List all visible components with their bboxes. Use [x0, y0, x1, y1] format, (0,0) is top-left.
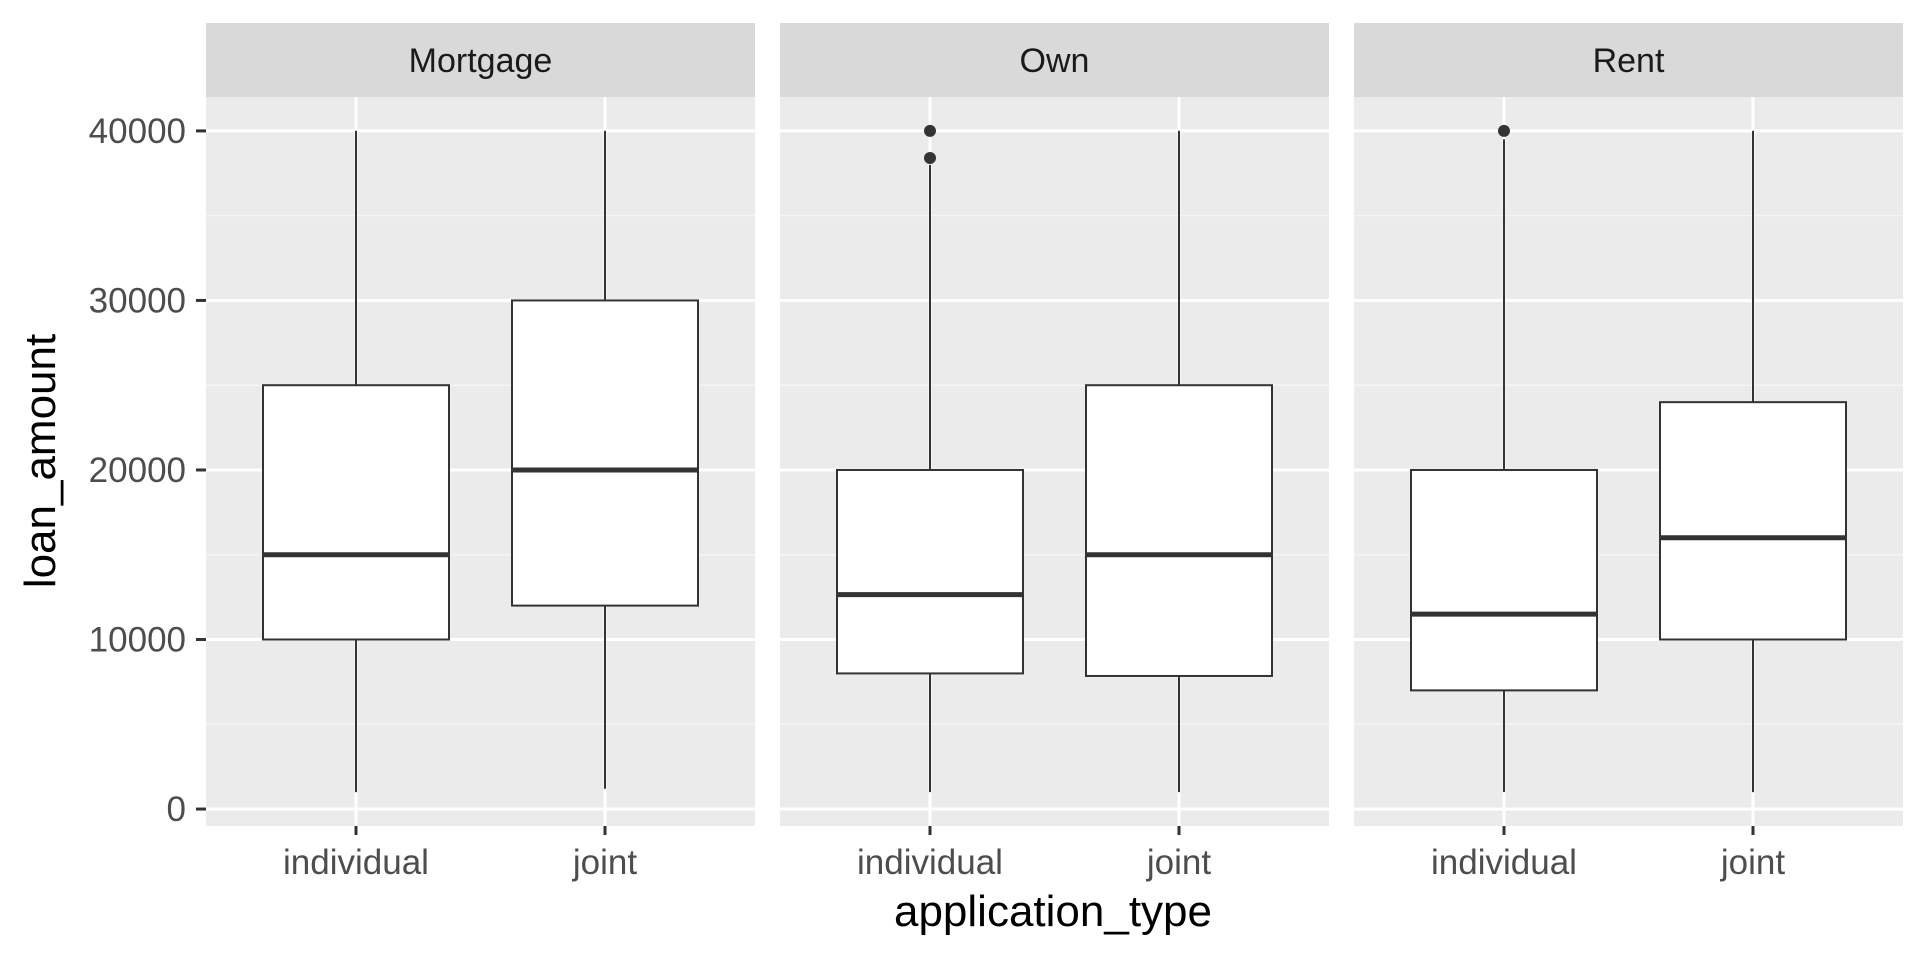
outlier-point [924, 124, 936, 137]
x-tick-label: individual [283, 843, 429, 882]
y-tick-label: 10000 [89, 621, 186, 660]
x-axis-title: application_type [894, 887, 1212, 936]
boxplot-joint [1085, 130, 1273, 793]
box-iqr [1085, 384, 1273, 677]
x-tick-label: individual [857, 843, 1003, 882]
box-iqr [836, 468, 1024, 675]
box-iqr [1410, 468, 1598, 692]
boxplot-joint [1659, 130, 1847, 793]
facet-strip-label: Rent [1593, 42, 1665, 80]
outlier-point [924, 152, 936, 165]
x-tick-label: joint [1146, 843, 1211, 882]
x-tick-label: joint [572, 843, 637, 882]
facet-strip [206, 23, 755, 97]
facet-panel-mortgage: Mortgage individual joint [206, 23, 755, 882]
y-tick-label: 40000 [89, 112, 186, 151]
x-tick-label: individual [1431, 843, 1577, 882]
facet-strip [780, 23, 1329, 97]
x-tick-label: joint [1720, 843, 1785, 882]
y-tick-label: 30000 [89, 281, 186, 320]
panels-layer: Mortgage individual joint Own individual join… [206, 23, 1903, 882]
facet-panel-own: Own individual joint [780, 23, 1329, 882]
box-iqr [1659, 401, 1847, 641]
facet-strip-label: Own [1020, 42, 1090, 80]
boxplot-individual [262, 130, 450, 793]
y-axis-title: loan_amount [16, 334, 65, 588]
y-tick-label: 20000 [89, 451, 186, 490]
facet-strip-label: Mortgage [409, 42, 553, 80]
y-tick-label: 0 [167, 790, 186, 829]
facet-panel-rent: Rent individual joint [1354, 23, 1903, 882]
box-iqr [511, 299, 699, 607]
y-axis: 0 10000 20000 30000 40000 [89, 112, 206, 829]
boxplot-joint [511, 130, 699, 789]
box-iqr [262, 384, 450, 641]
facet-strip [1354, 23, 1903, 97]
boxplot-individual [1410, 124, 1598, 793]
boxplot-individual [836, 124, 1024, 793]
outlier-point [1498, 124, 1510, 137]
